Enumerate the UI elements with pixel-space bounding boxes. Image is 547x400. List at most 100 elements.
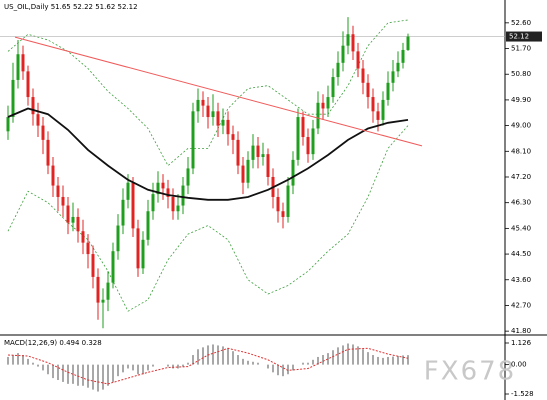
candle-body bbox=[341, 45, 345, 63]
candle-body bbox=[171, 196, 175, 212]
macd-bar bbox=[7, 356, 9, 365]
macd-bar bbox=[92, 364, 94, 390]
y-tick-label: -1.528 bbox=[511, 390, 534, 398]
candle-body bbox=[166, 188, 170, 197]
macd-bar bbox=[112, 364, 114, 382]
macd-bar bbox=[287, 364, 289, 375]
candle-body bbox=[51, 165, 55, 186]
panel-title: MACD(12,26,9) 0.494 0.328 bbox=[4, 339, 102, 347]
macd-bar bbox=[312, 359, 314, 365]
candle-body bbox=[276, 196, 280, 212]
candle-body bbox=[176, 205, 180, 212]
y-tick-label: 46.30 bbox=[511, 199, 531, 207]
macd-bar bbox=[202, 347, 204, 365]
candle-body bbox=[226, 119, 230, 135]
candle-body bbox=[311, 128, 315, 155]
candle-body bbox=[321, 102, 325, 109]
candle-body bbox=[76, 216, 80, 232]
macd-bar bbox=[247, 360, 249, 365]
macd-bar bbox=[222, 346, 224, 365]
candle-body bbox=[256, 145, 260, 158]
candle-body bbox=[126, 182, 130, 200]
y-tick-label: 42.70 bbox=[511, 301, 531, 309]
candle-body bbox=[346, 34, 350, 46]
last-price-box bbox=[506, 31, 542, 42]
candle-body bbox=[101, 299, 105, 303]
candle-body bbox=[66, 205, 70, 223]
macd-bar bbox=[177, 364, 179, 369]
candle-body bbox=[31, 97, 35, 115]
macd-bar bbox=[252, 361, 254, 365]
candle-body bbox=[251, 145, 255, 160]
y-tick-label: 49.90 bbox=[511, 96, 531, 104]
candle-body bbox=[106, 282, 110, 300]
macd-bar bbox=[22, 355, 24, 365]
candle-body bbox=[111, 251, 115, 283]
macd-bar bbox=[257, 362, 259, 365]
candle-body bbox=[206, 105, 210, 118]
candle-body bbox=[316, 102, 320, 129]
candle-body bbox=[401, 49, 405, 63]
macd-bar bbox=[302, 362, 304, 365]
macd-bar bbox=[42, 364, 44, 371]
candle-body bbox=[266, 154, 270, 177]
macd-bar bbox=[37, 364, 39, 367]
macd-bar bbox=[377, 356, 379, 365]
candle-body bbox=[281, 211, 285, 217]
trendline bbox=[14, 36, 423, 147]
macd-bar bbox=[402, 355, 404, 365]
candle-body bbox=[326, 97, 330, 109]
macd-bar bbox=[322, 355, 324, 365]
y-tick-label: 50.80 bbox=[511, 70, 531, 78]
bollinger-band bbox=[7, 19, 409, 167]
macd-bar bbox=[67, 364, 69, 384]
macd-bar bbox=[187, 362, 189, 365]
candle-body bbox=[6, 117, 10, 132]
bollinger-band bbox=[7, 125, 409, 312]
macd-bar bbox=[127, 364, 129, 369]
candle-body bbox=[231, 134, 235, 140]
candle-body bbox=[351, 34, 355, 52]
macd-bar bbox=[387, 356, 389, 365]
candle-body bbox=[81, 231, 85, 243]
y-tick-label: 49.00 bbox=[511, 122, 531, 130]
candle-body bbox=[306, 137, 310, 155]
macd-bar bbox=[57, 364, 59, 381]
macd-bar bbox=[152, 364, 154, 367]
macd-bar bbox=[332, 350, 334, 365]
candle-body bbox=[261, 154, 265, 158]
candle-body bbox=[201, 99, 205, 106]
macd-bar bbox=[232, 351, 234, 365]
macd-bar bbox=[277, 364, 279, 376]
macd-bar bbox=[357, 346, 359, 365]
macd-bar bbox=[407, 355, 409, 365]
candle-body bbox=[291, 159, 295, 186]
macd-bar bbox=[292, 364, 294, 371]
candle-body bbox=[121, 199, 125, 226]
macd-bar bbox=[17, 353, 19, 365]
y-tick-label: 48.10 bbox=[511, 147, 531, 155]
y-tick-label: 0.00 bbox=[511, 361, 527, 369]
candle-body bbox=[376, 111, 380, 120]
macd-bar bbox=[27, 358, 29, 365]
macd-bar bbox=[82, 364, 84, 386]
y-tick-label: 43.60 bbox=[511, 276, 531, 284]
candle-body bbox=[221, 119, 225, 126]
macd-bar bbox=[147, 364, 149, 371]
panel-title: US_OIL,Daily 51.65 52.22 51.62 52.12 bbox=[4, 3, 138, 11]
candle-body bbox=[386, 82, 390, 100]
macd-bar bbox=[307, 362, 309, 365]
candle-body bbox=[356, 51, 360, 69]
macd-bar bbox=[337, 347, 339, 365]
macd-bar bbox=[227, 348, 229, 365]
y-tick-label: 1.126 bbox=[511, 339, 532, 347]
macd-bar bbox=[237, 355, 239, 365]
candle-body bbox=[46, 139, 50, 166]
candle-body bbox=[96, 276, 100, 303]
macd-bar bbox=[72, 364, 74, 384]
candle-body bbox=[286, 185, 290, 217]
macd-bar bbox=[107, 364, 109, 386]
candle-body bbox=[186, 168, 190, 186]
